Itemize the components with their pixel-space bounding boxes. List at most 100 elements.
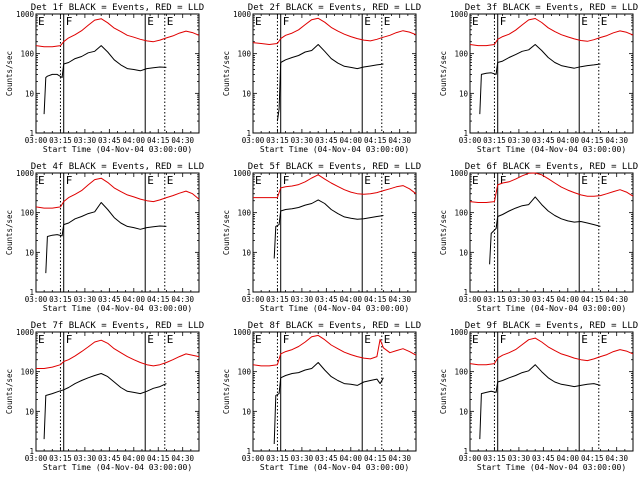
series-events-line	[479, 364, 601, 440]
x-tick-label: 04:30	[388, 136, 411, 145]
series-lld-line	[253, 174, 417, 199]
x-tick-label: 04:15	[581, 136, 604, 145]
y-tick-label: 10	[459, 248, 469, 257]
series-events-line	[273, 362, 384, 445]
y-tick-label: 1000	[16, 169, 35, 178]
x-axis-label: Start Time (04-Nov-04 03:00:00)	[43, 145, 192, 154]
x-tick-label: 04:00	[123, 295, 146, 304]
x-tick-label: 03:30	[74, 454, 97, 463]
x-tick-label: 03:30	[508, 295, 531, 304]
x-tick-label: 04:30	[171, 454, 194, 463]
marker-letter: E	[38, 333, 45, 346]
y-tick-label: 10	[242, 89, 252, 98]
series-events-line	[489, 196, 601, 265]
x-tick-label: 04:00	[123, 454, 146, 463]
y-tick-label: 1000	[16, 10, 35, 19]
marker-letter: F	[283, 15, 290, 28]
x-tick-label: 04:15	[147, 295, 170, 304]
y-axis-label: Counts/sec	[439, 51, 448, 96]
y-tick-label: 10	[459, 89, 469, 98]
y-tick-label: 100	[20, 209, 34, 218]
x-axis-label: Start Time (04-Nov-04 03:00:00)	[43, 463, 192, 472]
y-tick-label: 1	[246, 129, 251, 138]
marker-letter: E	[38, 174, 45, 187]
x-tick-label: 03:30	[74, 136, 97, 145]
y-tick-label: 1	[246, 288, 251, 297]
plot-det-6: Det 6f BLACK = Events, RED = LLD 03:00 03:…	[439, 162, 638, 313]
marker-letter: E	[384, 15, 391, 28]
x-axis-label: Start Time (04-Nov-04 03:00:00)	[260, 145, 409, 154]
y-tick-label: 1	[246, 447, 251, 456]
plot-title: Det 8f BLACK = Events, RED = LLD	[248, 321, 421, 331]
x-tick-label: 03:00	[459, 295, 482, 304]
y-tick-label: 1	[29, 447, 34, 456]
x-tick-label: 03:45	[315, 136, 338, 145]
y-tick-label: 1	[463, 447, 468, 456]
x-tick-label: 03:00	[242, 454, 265, 463]
plot-title: Det 3f BLACK = Events, RED = LLD	[465, 3, 638, 13]
marker-letter: E	[601, 333, 608, 346]
marker-letter: F	[66, 15, 73, 28]
plot-title: Det 5f BLACK = Events, RED = LLD	[248, 162, 421, 172]
series-events-line	[479, 44, 601, 115]
x-tick-label: 03:15	[49, 136, 72, 145]
y-axis-label: Counts/sec	[5, 210, 14, 255]
y-tick-label: 1000	[233, 328, 252, 337]
plot-title: Det 2f BLACK = Events, RED = LLD	[248, 3, 421, 13]
y-tick-label: 10	[242, 248, 252, 257]
series-events-line	[45, 202, 167, 274]
y-tick-label: 1	[463, 288, 468, 297]
marker-letter: F	[500, 333, 507, 346]
y-tick-label: 1000	[450, 169, 469, 178]
x-tick-label: 03:30	[74, 295, 97, 304]
series-events-line	[276, 44, 384, 122]
x-tick-label: 03:45	[532, 295, 555, 304]
x-tick-label: 03:30	[291, 295, 314, 304]
marker-letter: E	[581, 333, 588, 346]
y-axis-label: Counts/sec	[222, 51, 231, 96]
series-lld-line	[469, 18, 634, 47]
marker-letter: E	[601, 15, 608, 28]
x-tick-label: 04:30	[605, 454, 628, 463]
series-events-line	[273, 199, 384, 259]
x-tick-label: 04:15	[364, 295, 387, 304]
plot-title: Det 6f BLACK = Events, RED = LLD	[465, 162, 638, 172]
y-tick-label: 10	[242, 407, 252, 416]
x-tick-label: 04:00	[123, 136, 146, 145]
x-axis-label: Start Time (04-Nov-04 03:00:00)	[43, 304, 192, 313]
x-tick-label: 03:45	[532, 136, 555, 145]
series-lld-line	[36, 339, 200, 369]
y-axis-label: Counts/sec	[5, 369, 14, 414]
x-tick-label: 03:45	[98, 295, 121, 304]
y-tick-label: 1	[29, 129, 34, 138]
x-tick-label: 03:45	[98, 136, 121, 145]
x-tick-label: 03:15	[266, 136, 289, 145]
plot-title: Det 4f BLACK = Events, RED = LLD	[31, 162, 204, 172]
y-tick-label: 10	[459, 407, 469, 416]
x-tick-label: 04:30	[171, 136, 194, 145]
marker-letter: E	[38, 15, 45, 28]
marker-letter: E	[384, 333, 391, 346]
series-events-line	[43, 373, 167, 440]
x-tick-label: 03:15	[266, 454, 289, 463]
x-tick-label: 03:45	[315, 454, 338, 463]
x-tick-label: 04:30	[605, 136, 628, 145]
marker-letter: F	[66, 333, 73, 346]
marker-letter: F	[283, 333, 290, 346]
x-tick-label: 03:00	[25, 136, 48, 145]
y-tick-label: 10	[25, 407, 35, 416]
x-axis-label: Start Time (04-Nov-04 03:00:00)	[260, 304, 409, 313]
marker-letter: E	[581, 174, 588, 187]
y-axis-label: Counts/sec	[222, 210, 231, 255]
x-tick-label: 03:30	[291, 136, 314, 145]
y-tick-label: 1000	[16, 328, 35, 337]
y-axis-label: Counts/sec	[439, 210, 448, 255]
x-tick-label: 04:30	[388, 295, 411, 304]
marker-letter: E	[472, 333, 479, 346]
marker-letter: E	[364, 15, 371, 28]
